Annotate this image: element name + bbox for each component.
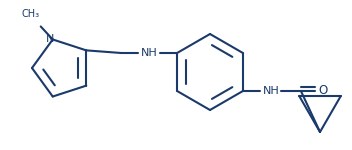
Text: NH: NH [263, 86, 279, 96]
Text: CH₃: CH₃ [22, 9, 40, 20]
Text: NH: NH [141, 48, 157, 58]
Text: O: O [318, 84, 327, 98]
Text: N: N [45, 34, 54, 44]
